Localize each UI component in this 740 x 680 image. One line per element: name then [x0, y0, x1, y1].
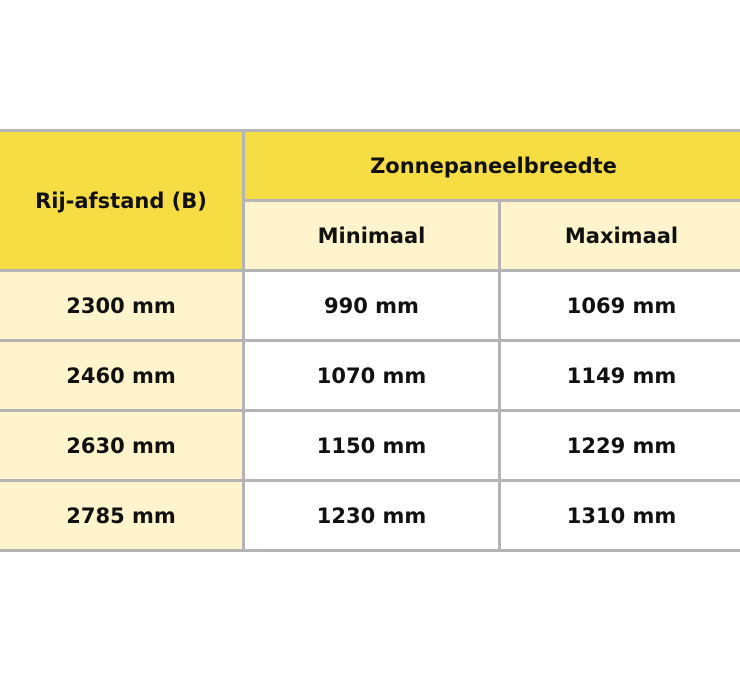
row-header-rij-afstand: Rij-afstand (B)	[0, 129, 245, 272]
table-row: 2460 mm 1070 mm 1149 mm	[0, 339, 740, 412]
cell-min: 990 mm	[242, 269, 501, 342]
table-row: 2630 mm 1150 mm 1229 mm	[0, 409, 740, 482]
cell-max: 1229 mm	[498, 409, 740, 482]
cell-min: 1150 mm	[242, 409, 501, 482]
cell-afstand: 2630 mm	[0, 409, 245, 482]
cell-afstand: 2785 mm	[0, 479, 245, 552]
cell-max: 1069 mm	[498, 269, 740, 342]
cell-min: 1070 mm	[242, 339, 501, 412]
table-row: 2785 mm 1230 mm 1310 mm	[0, 479, 740, 552]
table-row: 2300 mm 990 mm 1069 mm	[0, 269, 740, 342]
cell-afstand: 2300 mm	[0, 269, 245, 342]
cell-max: 1149 mm	[498, 339, 740, 412]
subheader-minimaal: Minimaal	[242, 199, 501, 272]
cell-afstand: 2460 mm	[0, 339, 245, 412]
group-header-zonnepaneelbreedte: Zonnepaneelbreedte	[242, 129, 740, 202]
subheader-maximaal: Maximaal	[498, 199, 740, 272]
panel-width-table: Rij-afstand (B) Zonnepaneelbreedte Minim…	[0, 129, 740, 552]
cell-min: 1230 mm	[242, 479, 501, 552]
cell-max: 1310 mm	[498, 479, 740, 552]
